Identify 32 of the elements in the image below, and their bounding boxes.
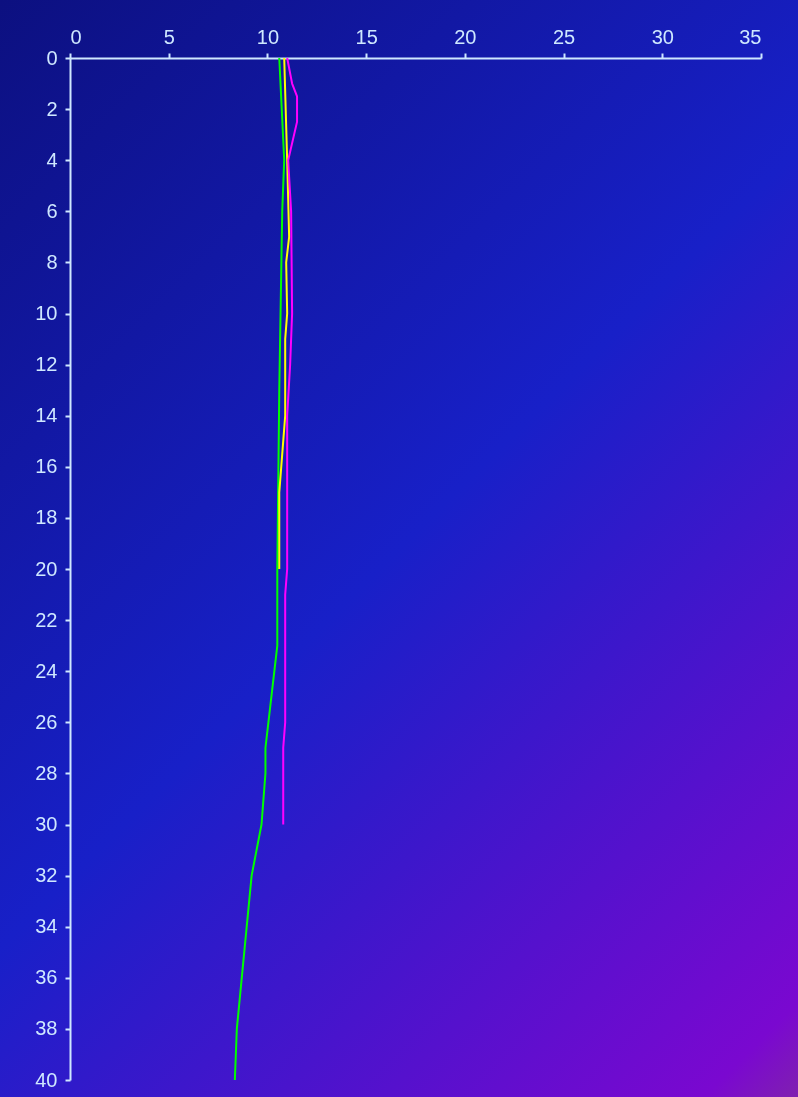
y-tick-label: 16 [35, 455, 58, 478]
y-tick-label: 18 [35, 506, 58, 529]
line-series [282, 57, 299, 826]
y-tick-label: 32 [35, 864, 58, 887]
x-tick-label: 5 [163, 25, 175, 48]
y-tick-label: 6 [46, 199, 58, 222]
y-tick-label: 12 [35, 353, 58, 376]
line-series [278, 57, 291, 570]
y-tick-label: 0 [46, 46, 58, 69]
x-tick-label: 30 [651, 25, 674, 48]
y-tick-label: 30 [35, 813, 58, 835]
x-tick-label: 25 [552, 25, 576, 48]
y-tick-label: 28 [35, 761, 58, 784]
y-tick-label: 26 [35, 710, 58, 733]
y-tick-label: 4 [46, 148, 58, 171]
y-tick-label: 40 [35, 1068, 58, 1091]
x-tick-label: 15 [355, 25, 378, 48]
x-tick-label: 20 [454, 25, 477, 48]
y-tick-label: 2 [46, 97, 58, 120]
y-tick-label: 22 [35, 608, 58, 631]
line-series [233, 57, 286, 1081]
x-tick-label: 35 [739, 25, 762, 48]
y-tick-label: 14 [35, 404, 58, 427]
y-tick-label: 24 [35, 659, 58, 682]
y-tick-label: 8 [46, 250, 58, 273]
x-tick-label: 10 [256, 25, 280, 48]
y-tick-label: 34 [35, 915, 58, 938]
x-tick-label: 0 [70, 25, 82, 48]
y-tick-label: 10 [35, 302, 58, 324]
y-tick-label: 38 [35, 1017, 58, 1040]
y-tick-label: 36 [35, 966, 58, 989]
y-tick-label: 20 [35, 557, 58, 580]
